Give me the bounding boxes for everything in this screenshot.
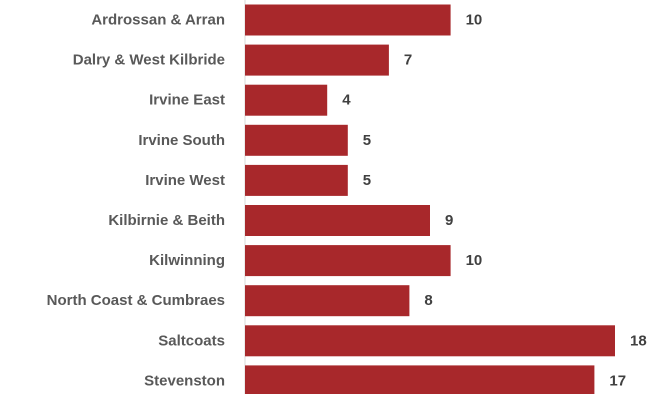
category-label-4: Irvine West (145, 172, 225, 189)
value-label-9: 17 (609, 372, 626, 389)
value-label-8: 18 (630, 332, 647, 349)
category-label-0: Ardrossan & Arran (91, 12, 225, 29)
category-label-5: Kilbirnie & Beith (108, 212, 225, 229)
bar-5 (245, 205, 430, 236)
category-labels-group: Ardrossan & Arran Dalry & West Kilbride Ir… (47, 12, 225, 390)
value-label-7: 8 (424, 292, 432, 309)
bar-8 (245, 325, 615, 357)
value-label-0: 10 (466, 12, 483, 29)
value-labels-group: 10 7 4 5 5 9 10 8 18 17 (342, 12, 646, 390)
bar-4 (245, 164, 348, 196)
bar-7 (245, 285, 410, 317)
value-label-5: 9 (445, 212, 453, 229)
category-label-8: Saltcoats (158, 332, 225, 349)
category-label-9: Stevenston (144, 372, 225, 389)
bar-6 (245, 245, 451, 277)
bar-2 (245, 84, 328, 116)
value-label-2: 4 (342, 92, 351, 109)
bar-0 (245, 4, 451, 36)
value-label-1: 7 (404, 52, 412, 69)
value-label-6: 10 (466, 252, 483, 269)
bar-9 (245, 365, 595, 394)
category-label-1: Dalry & West Kilbride (73, 52, 225, 69)
bar-3 (245, 124, 348, 156)
bar-1 (245, 44, 389, 76)
category-label-6: Kilwinning (149, 252, 225, 269)
category-label-2: Irvine East (149, 92, 225, 109)
bars-group (245, 4, 615, 394)
value-label-3: 5 (363, 132, 371, 149)
value-label-4: 5 (363, 172, 371, 189)
category-label-7: North Coast & Cumbraes (47, 292, 225, 309)
category-label-3: Irvine South (138, 132, 225, 149)
